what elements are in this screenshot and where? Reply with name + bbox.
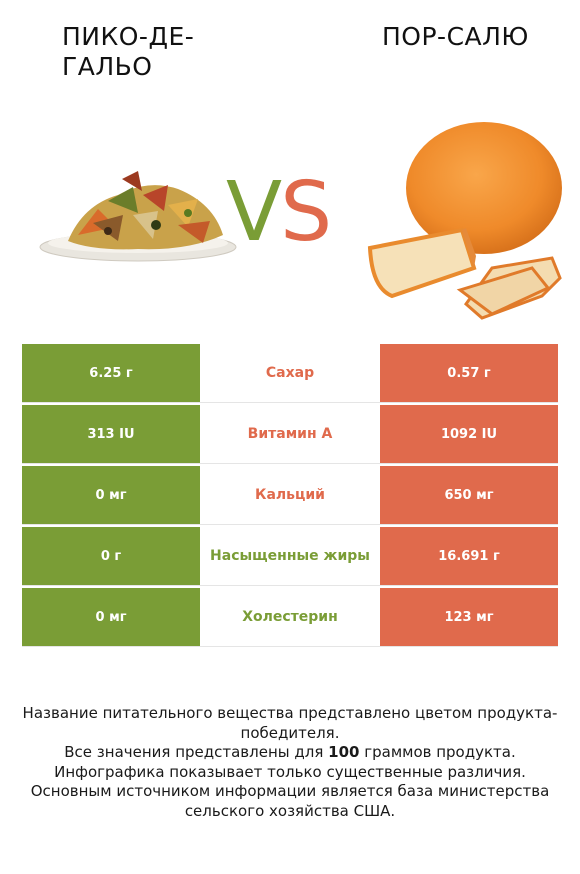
table-row: 0 г Насыщенные жиры 16.691 г [22,527,558,586]
right-value: 650 мг [380,466,558,524]
right-value: 0.57 г [380,344,558,402]
right-value: 16.691 г [380,527,558,585]
comparison-table: 6.25 г Сахар 0.57 г 313 IU Витамин A 109… [22,344,558,649]
nutrient-label: Холестерин [242,609,338,625]
table-row: 0 мг Холестерин 123 мг [22,588,558,647]
left-value: 0 мг [22,588,200,646]
footnote-line: Все значения представлены для 100 граммо… [64,743,516,761]
vs-label: VS [226,165,332,260]
left-food-title: ПИКО-ДЕ-ГАЛЬО [62,22,195,81]
footnote-line: Основным источником информации является … [30,782,550,820]
left-value: 0 г [22,527,200,585]
left-value: 6.25 г [22,344,200,402]
footnote-line: Инфографика показывает только существенн… [54,762,526,781]
nutrient-label: Кальций [255,487,325,503]
pico-de-gallo-image [39,171,237,262]
table-row: 6.25 г Сахар 0.57 г [22,344,558,403]
table-row: 313 IU Витамин A 1092 IU [22,405,558,464]
left-value: 313 IU [22,405,200,463]
nutrient-label: Насыщенные жиры [210,548,370,564]
footnote: Название питательного вещества представл… [10,704,570,821]
port-salut-image [367,122,562,320]
nutrient-label: Сахар [265,365,315,381]
left-value: 0 мг [22,466,200,524]
nutrient-label: Витамин A [247,426,333,442]
footnote-line: Название питательного вещества представл… [22,704,558,742]
right-food-title: ПОР-САЛЮ [382,22,529,51]
table-row: 0 мг Кальций 650 мг [22,466,558,525]
right-value: 1092 IU [380,405,558,463]
right-value: 123 мг [380,588,558,646]
